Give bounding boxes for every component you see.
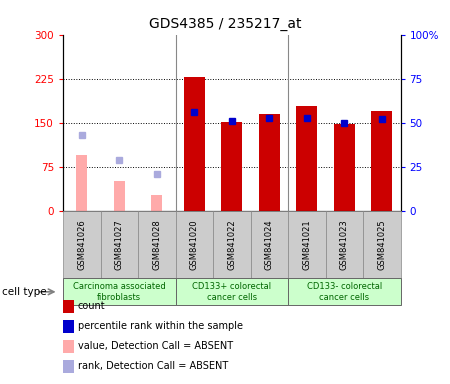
Bar xyxy=(184,77,205,211)
Text: GSM841020: GSM841020 xyxy=(190,220,199,270)
Bar xyxy=(371,111,392,211)
Text: CD133+ colorectal
cancer cells: CD133+ colorectal cancer cells xyxy=(192,282,271,301)
Text: GSM841024: GSM841024 xyxy=(265,220,274,270)
Text: rank, Detection Call = ABSENT: rank, Detection Call = ABSENT xyxy=(78,361,228,371)
Text: value, Detection Call = ABSENT: value, Detection Call = ABSENT xyxy=(78,341,233,351)
Text: cell type: cell type xyxy=(2,287,47,297)
Text: GDS4385 / 235217_at: GDS4385 / 235217_at xyxy=(149,17,301,31)
Bar xyxy=(221,122,242,211)
Bar xyxy=(334,124,355,211)
Text: GSM841025: GSM841025 xyxy=(377,220,386,270)
Text: GSM841027: GSM841027 xyxy=(115,219,124,270)
Bar xyxy=(76,155,87,211)
Text: percentile rank within the sample: percentile rank within the sample xyxy=(78,321,243,331)
Text: GSM841022: GSM841022 xyxy=(227,220,236,270)
Text: Carcinoma associated
fibroblasts: Carcinoma associated fibroblasts xyxy=(73,282,166,301)
Text: count: count xyxy=(78,301,105,311)
Text: GSM841028: GSM841028 xyxy=(152,219,161,270)
Bar xyxy=(259,114,279,211)
Bar xyxy=(297,106,317,211)
Text: GSM841023: GSM841023 xyxy=(340,219,349,270)
Text: GSM841021: GSM841021 xyxy=(302,220,311,270)
Text: CD133- colorectal
cancer cells: CD133- colorectal cancer cells xyxy=(306,282,382,301)
Bar xyxy=(151,195,162,211)
Text: GSM841026: GSM841026 xyxy=(77,219,86,270)
Bar xyxy=(113,180,125,211)
